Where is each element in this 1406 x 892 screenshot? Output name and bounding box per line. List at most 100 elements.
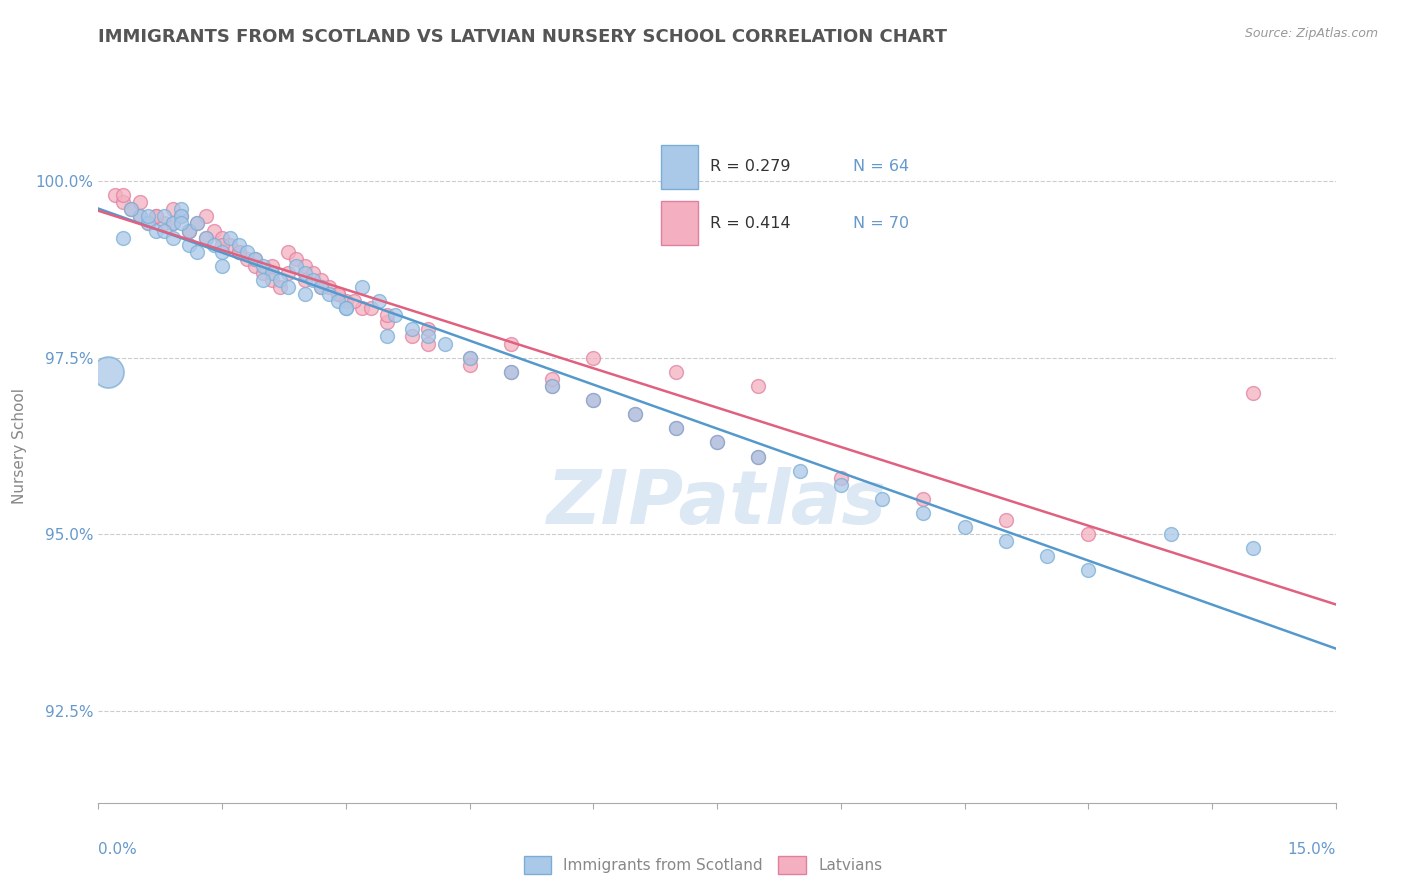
Point	[1077, 527, 1099, 541]
Point	[747, 450, 769, 464]
Point	[375, 315, 398, 329]
Point	[499, 336, 522, 351]
Point	[912, 506, 935, 520]
Point	[747, 379, 769, 393]
Point	[97, 365, 120, 379]
Point	[120, 202, 142, 217]
Point	[269, 280, 291, 294]
Point	[228, 244, 250, 259]
Point	[136, 210, 159, 224]
Point	[145, 210, 167, 224]
Point	[912, 491, 935, 506]
Point	[202, 237, 225, 252]
Point	[418, 336, 440, 351]
Point	[994, 513, 1017, 527]
Point	[194, 230, 217, 244]
Point	[326, 287, 349, 301]
Point	[236, 252, 259, 266]
Point	[186, 216, 208, 230]
Point	[309, 280, 332, 294]
Point	[243, 259, 266, 273]
Point	[260, 266, 283, 280]
Point	[335, 301, 357, 316]
Point	[418, 329, 440, 343]
Point	[228, 237, 250, 252]
Point	[285, 252, 308, 266]
Point	[294, 287, 316, 301]
Point	[277, 244, 299, 259]
Point	[260, 273, 283, 287]
Point	[243, 252, 266, 266]
Point	[186, 244, 208, 259]
Point	[665, 421, 688, 435]
Point	[401, 322, 423, 336]
Point	[211, 230, 233, 244]
Point	[994, 534, 1017, 549]
Point	[211, 259, 233, 273]
Point	[789, 464, 811, 478]
Point	[1241, 541, 1264, 556]
Point	[352, 280, 374, 294]
Point	[665, 421, 688, 435]
Point	[145, 223, 167, 237]
Point	[104, 188, 127, 202]
Text: 15.0%: 15.0%	[1288, 842, 1336, 856]
Point	[352, 301, 374, 316]
Point	[1077, 563, 1099, 577]
Point	[335, 294, 357, 309]
Point	[343, 294, 366, 309]
Point	[219, 237, 242, 252]
Point	[112, 188, 135, 202]
Point	[236, 244, 259, 259]
Point	[260, 259, 283, 273]
Point	[211, 237, 233, 252]
Point	[623, 407, 645, 421]
Point	[870, 491, 893, 506]
Point	[170, 216, 193, 230]
Point	[367, 294, 389, 309]
Point	[706, 435, 728, 450]
Point	[830, 471, 852, 485]
Point	[112, 230, 135, 244]
Point	[318, 287, 340, 301]
Point	[179, 237, 201, 252]
Point	[1160, 527, 1182, 541]
Point	[243, 252, 266, 266]
Point	[582, 393, 605, 408]
Point	[1241, 386, 1264, 401]
Y-axis label: Nursery School: Nursery School	[13, 388, 27, 504]
Point	[375, 308, 398, 322]
Point	[202, 223, 225, 237]
Point	[179, 223, 201, 237]
Point	[120, 202, 142, 217]
Point	[228, 244, 250, 259]
Point	[194, 230, 217, 244]
Point	[252, 273, 274, 287]
Point	[285, 259, 308, 273]
Point	[418, 322, 440, 336]
Point	[541, 372, 564, 386]
Point	[112, 195, 135, 210]
Point	[401, 329, 423, 343]
Point	[623, 407, 645, 421]
Point	[433, 336, 456, 351]
Text: ZIPatlas: ZIPatlas	[547, 467, 887, 540]
Point	[384, 308, 406, 322]
Point	[582, 393, 605, 408]
Point	[179, 223, 201, 237]
Point	[136, 216, 159, 230]
Point	[170, 202, 193, 217]
Text: Source: ZipAtlas.com: Source: ZipAtlas.com	[1244, 27, 1378, 40]
Point	[269, 273, 291, 287]
Point	[747, 450, 769, 464]
Point	[360, 301, 382, 316]
Point	[277, 280, 299, 294]
Point	[830, 478, 852, 492]
Point	[318, 280, 340, 294]
Point	[153, 210, 176, 224]
Point	[953, 520, 976, 534]
Point	[706, 435, 728, 450]
Point	[162, 216, 184, 230]
Point	[499, 365, 522, 379]
Point	[162, 216, 184, 230]
